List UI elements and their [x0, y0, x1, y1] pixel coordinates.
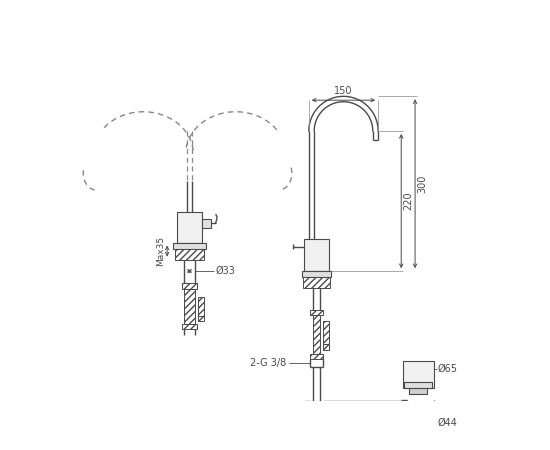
Bar [323, 344, 329, 350]
Bar [173, 243, 206, 249]
Bar [310, 354, 323, 359]
Bar [198, 316, 204, 321]
Text: 220: 220 [404, 192, 414, 211]
Text: Max35: Max35 [156, 236, 166, 266]
Bar [313, 315, 321, 354]
Text: Ø33: Ø33 [216, 266, 235, 276]
Bar [202, 219, 211, 228]
Bar [175, 249, 204, 260]
Bar [309, 401, 324, 406]
Bar [403, 361, 433, 388]
Bar [404, 382, 432, 388]
Bar [410, 407, 430, 446]
Bar [182, 324, 197, 329]
Text: 300: 300 [417, 175, 427, 193]
Bar [177, 212, 202, 243]
Bar [198, 297, 204, 316]
Bar [323, 321, 329, 344]
Bar [302, 271, 331, 277]
Text: 2-G 3/8: 2-G 3/8 [250, 358, 287, 368]
Bar [182, 283, 197, 289]
Bar [409, 388, 427, 394]
Text: 150: 150 [334, 86, 353, 96]
Text: Ø65: Ø65 [437, 364, 458, 374]
Bar [184, 289, 195, 324]
Bar [310, 310, 323, 315]
Text: Ø44: Ø44 [437, 418, 457, 428]
Bar [304, 239, 329, 271]
Bar [304, 277, 329, 288]
